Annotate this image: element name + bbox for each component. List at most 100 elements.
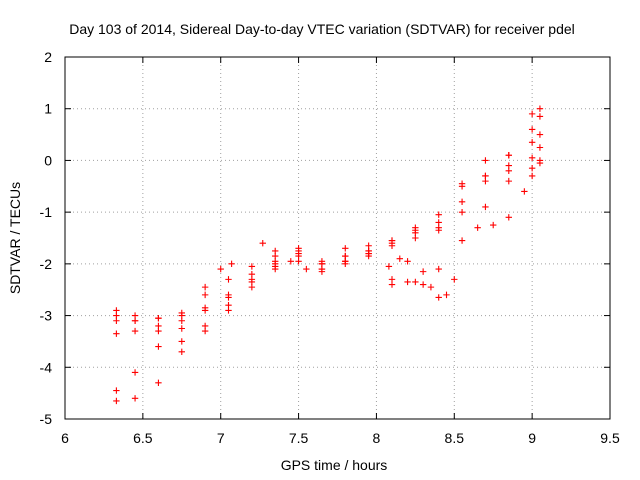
data-point — [388, 281, 396, 288]
series-track-6 — [113, 260, 235, 324]
data-point — [155, 327, 162, 335]
data-point — [318, 260, 326, 268]
series-track-7 — [259, 239, 442, 301]
data-point — [490, 221, 497, 229]
data-point — [528, 154, 536, 162]
data-point — [419, 281, 427, 288]
data-point — [217, 265, 224, 273]
data-point — [155, 343, 162, 350]
y-tick-label: 1 — [44, 101, 52, 117]
data-point — [201, 283, 209, 291]
plot-frame — [64, 56, 611, 420]
data-point — [458, 198, 466, 205]
data-point — [155, 314, 162, 322]
data-point — [248, 276, 256, 283]
data-point — [131, 369, 139, 376]
data-point — [295, 258, 302, 265]
data-point — [155, 379, 162, 386]
data-point — [528, 164, 536, 172]
data-point — [435, 211, 442, 218]
data-point — [178, 325, 185, 332]
data-point — [474, 224, 481, 231]
data-point — [482, 203, 489, 211]
data-point — [201, 291, 209, 299]
data-point — [113, 307, 120, 314]
data-point — [131, 327, 139, 335]
data-point — [528, 110, 536, 118]
data-point — [342, 258, 349, 265]
data-point — [178, 309, 185, 317]
data-point — [536, 113, 544, 120]
y-tick-label: -5 — [40, 411, 53, 427]
y-tick-label: -3 — [40, 308, 53, 324]
data-point — [412, 278, 419, 286]
series-track-2 — [113, 113, 544, 394]
grid-lines — [65, 57, 610, 419]
data-point — [388, 239, 396, 247]
data-point — [482, 157, 489, 164]
data-point — [259, 239, 266, 247]
data-point — [435, 219, 442, 226]
data-point — [435, 227, 442, 234]
x-axis-ticks: 6 6.5 7 7.5 8 8.5 9 9.5 — [61, 57, 620, 446]
x-axis-label: GPS time / hours — [281, 457, 388, 473]
data-point — [536, 144, 544, 151]
x-tick-label: 7.5 — [289, 430, 309, 446]
data-point — [443, 291, 450, 299]
data-point — [435, 294, 442, 301]
series-track-1 — [113, 105, 544, 405]
data-point — [505, 167, 512, 174]
data-point — [419, 268, 427, 275]
data-point — [178, 338, 185, 345]
series-track-3 — [113, 131, 544, 337]
series-track-4 — [113, 144, 544, 345]
data-point — [303, 265, 310, 273]
series-track-8 — [385, 255, 458, 299]
data-point — [536, 105, 544, 112]
y-axis-label: SDTVAR / TECUs — [7, 182, 23, 294]
data-point — [505, 214, 512, 221]
chart-title: Day 103 of 2014, Sidereal Day-to-day VTE… — [69, 21, 575, 37]
data-point — [113, 317, 120, 324]
x-tick-label: 9.5 — [600, 430, 620, 446]
x-tick-label: 6.5 — [133, 430, 153, 446]
data-point — [396, 255, 403, 262]
data-point — [225, 291, 232, 299]
data-point — [458, 237, 466, 244]
data-point — [272, 247, 279, 255]
data-point — [458, 183, 466, 190]
data-point — [272, 260, 279, 268]
data-point — [536, 159, 544, 167]
y-tick-label: 0 — [44, 152, 52, 168]
data-point — [131, 317, 139, 324]
data-point — [536, 131, 544, 138]
data-point — [201, 327, 209, 335]
data-point — [228, 260, 235, 268]
data-point — [458, 208, 466, 216]
data-point — [435, 265, 442, 273]
data-point — [528, 139, 536, 146]
data-point — [404, 258, 411, 265]
x-tick-label: 8 — [373, 430, 381, 446]
y-tick-label: -2 — [40, 256, 53, 272]
data-point — [427, 283, 435, 291]
x-tick-label: 8.5 — [445, 430, 465, 446]
data-point — [113, 330, 120, 337]
data-point — [248, 263, 256, 270]
data-point — [295, 245, 302, 252]
data-point — [287, 258, 294, 265]
data-point — [225, 276, 232, 283]
data-point — [131, 395, 139, 402]
y-tick-label: -4 — [40, 359, 53, 375]
x-tick-label: 9 — [528, 430, 536, 446]
data-point — [451, 276, 458, 283]
x-tick-label: 7 — [217, 430, 225, 446]
data-point — [521, 188, 528, 195]
data-point — [412, 229, 419, 237]
data-point — [505, 177, 512, 185]
data-point — [528, 172, 536, 180]
data-point — [385, 263, 393, 270]
data-point — [342, 245, 349, 252]
series-track-9 — [474, 159, 544, 231]
